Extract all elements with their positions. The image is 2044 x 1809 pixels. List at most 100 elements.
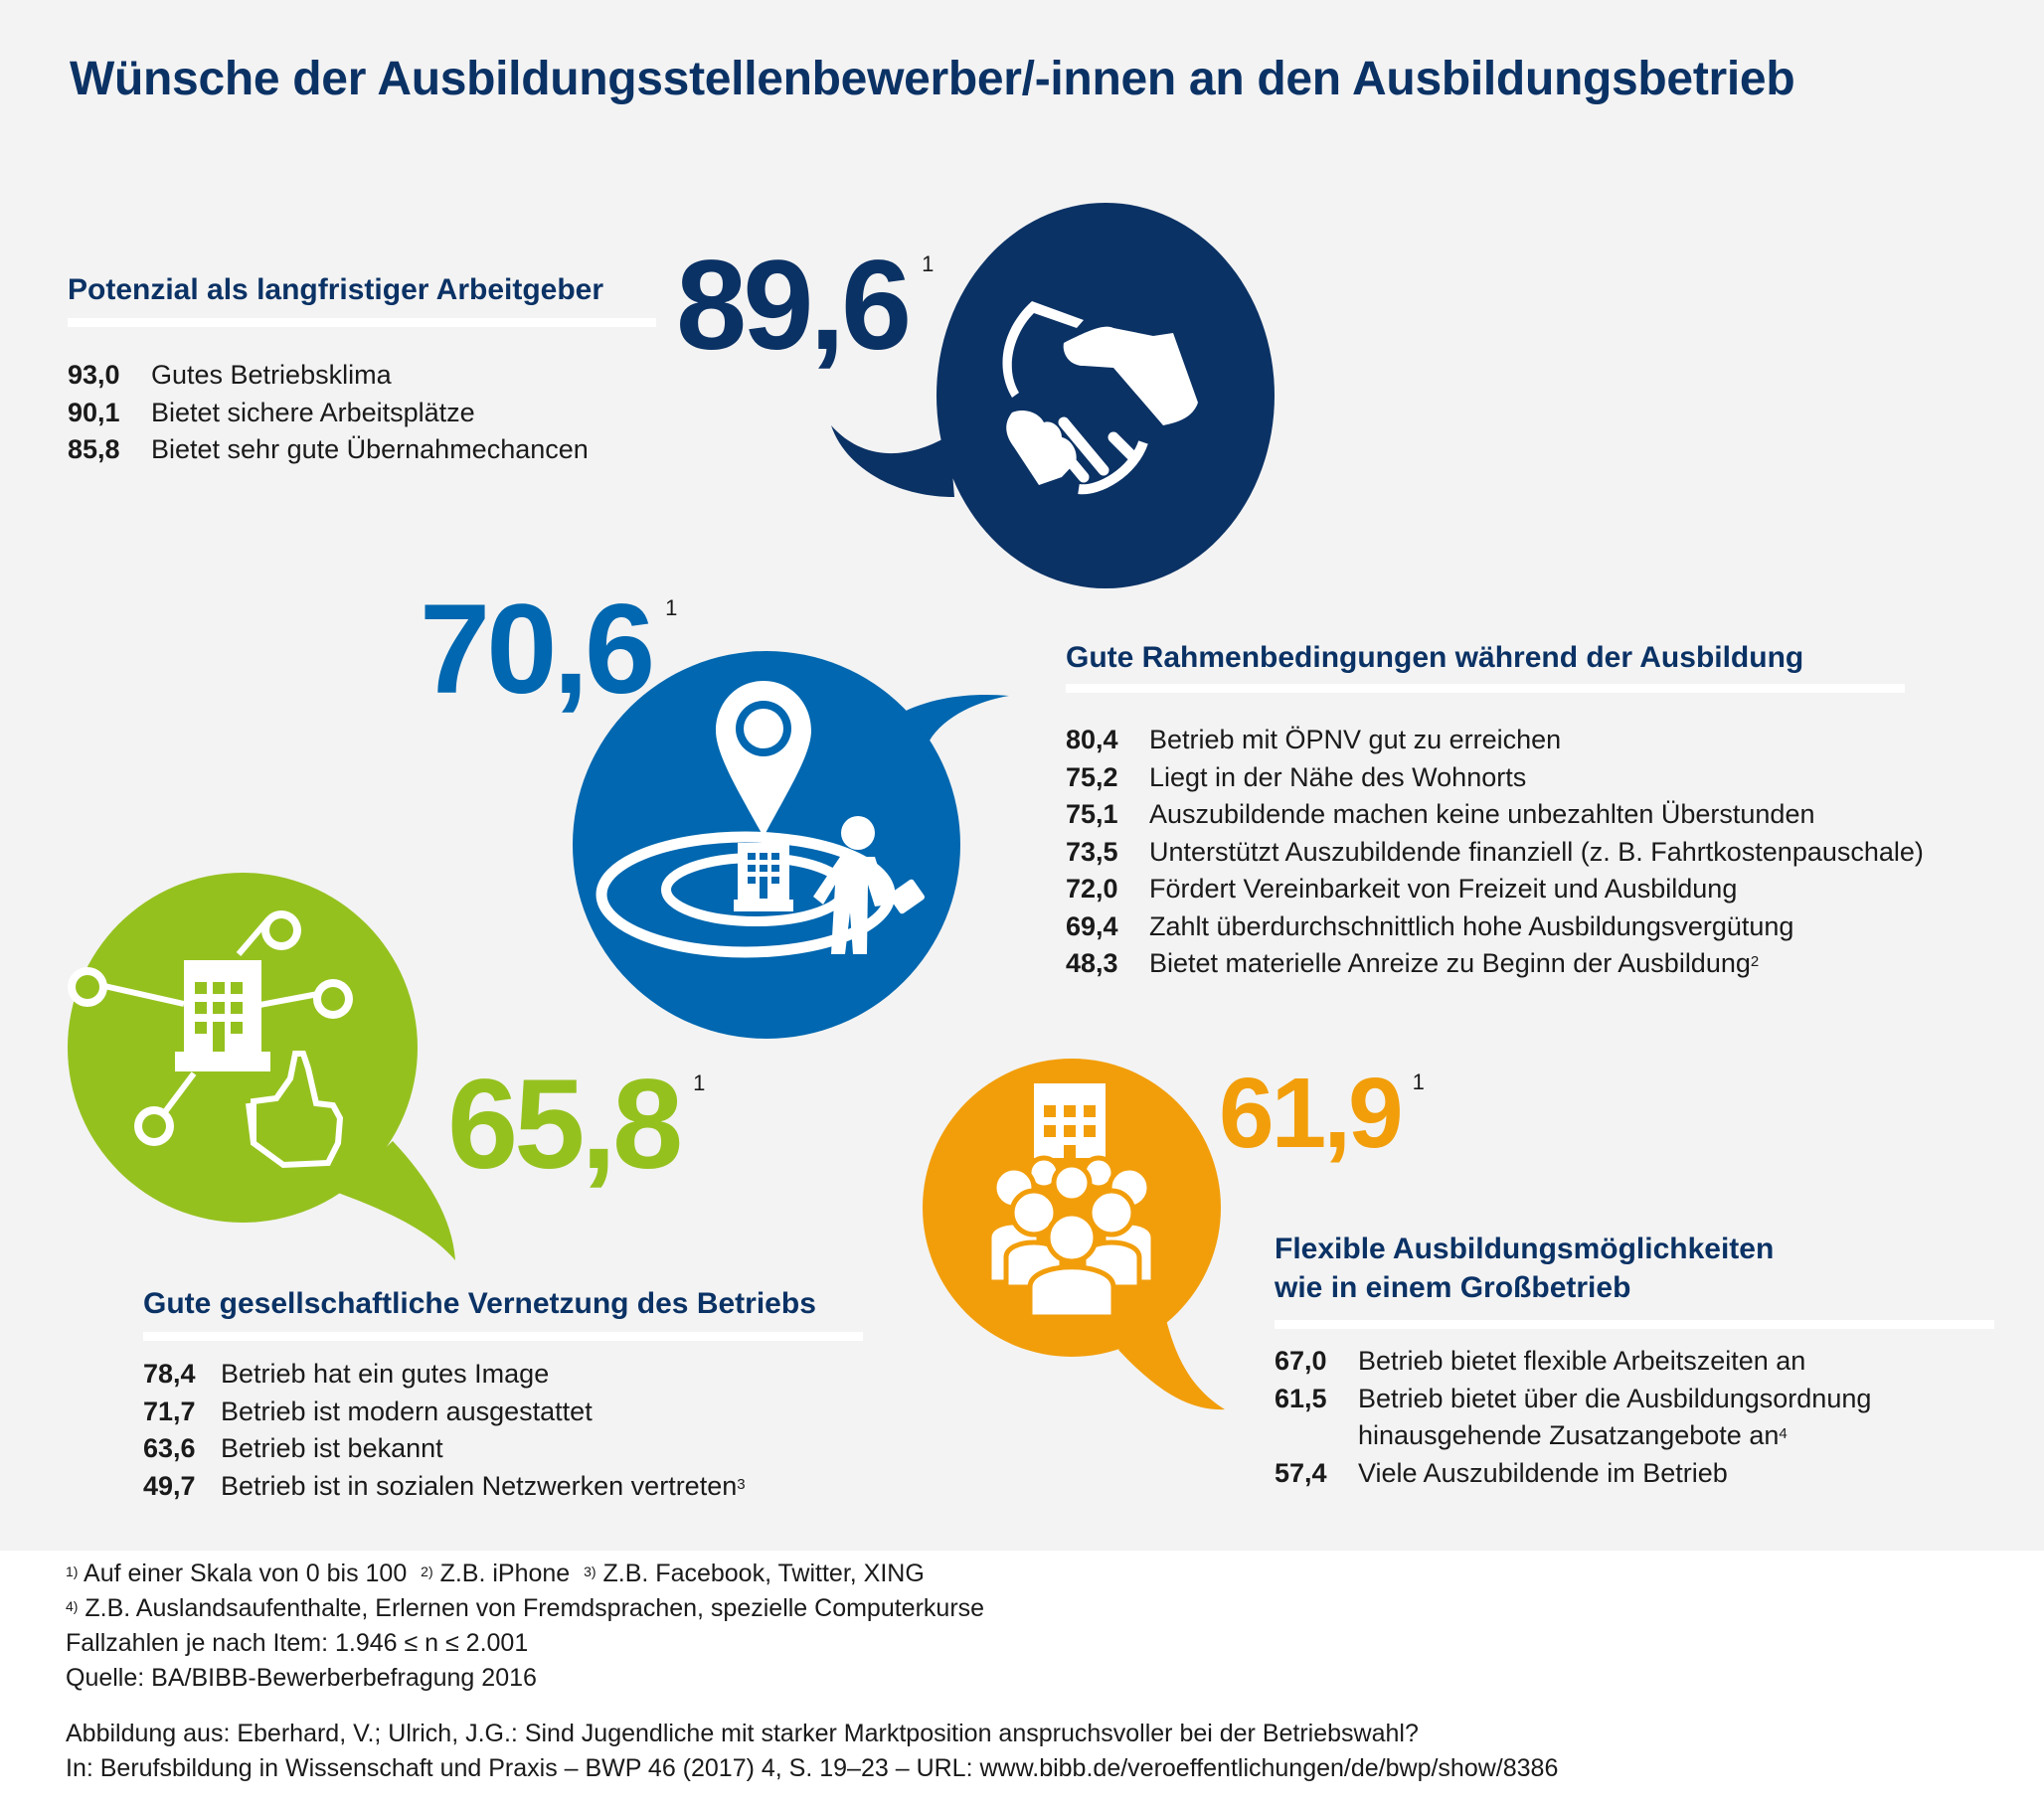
list-item: 85,8 Bietet sehr gute Übernahmechancen (68, 431, 589, 469)
score-footnote-mark: 1 (1412, 1069, 1425, 1094)
heading-rule (1275, 1320, 1994, 1329)
score-value: 70,6 (420, 578, 655, 721)
score-footnote-mark: 1 (922, 251, 934, 276)
item-value: 85,8 (68, 434, 120, 464)
score-vernetzung: 65,8 1 (447, 1062, 706, 1189)
item-label: Zahlt überdurchschnittlich hohe Ausbildu… (1149, 910, 1794, 941)
item-label: Betrieb ist modern ausgestattet (221, 1396, 593, 1426)
handshake-icon (1002, 301, 1198, 495)
item-value: 80,4 (1066, 725, 1118, 754)
item-value: 75,1 (1066, 799, 1118, 829)
footnote-mark: 3 (737, 1475, 746, 1493)
score-footnote-mark: 1 (665, 595, 677, 620)
list-item: 93,0 Gutes Betriebsklima (68, 357, 589, 395)
heading-rule (143, 1332, 863, 1341)
footnote-mark: 3) (584, 1563, 596, 1579)
list-item: 75,1 Auszubildende machen keine unbezahlt… (1066, 796, 1924, 834)
network-thumbs-up-icon (68, 910, 353, 1169)
footnote-mark: 2) (421, 1563, 433, 1579)
score-langfristig: 89,6 1 (676, 243, 935, 370)
item-label: Liegt in der Nähe des Wohnorts (1149, 761, 1527, 792)
bubble-tail (338, 1141, 455, 1260)
score-flexibel: 61,9 1 (1219, 1064, 1425, 1163)
item-label: Betrieb hat ein gutes Image (221, 1359, 550, 1389)
item-value: 67,0 (1275, 1346, 1327, 1376)
score-rahmen: 70,6 1 (420, 586, 678, 714)
source-line: Quelle: BA/BIBB-Bewerberbefragung 2016 (66, 1664, 537, 1692)
location-commute-icon (596, 681, 925, 958)
footnote-text: Z.B. iPhone (439, 1560, 571, 1587)
reference-line: Abbildung aus: Eberhard, V.; Ulrich, J.G… (66, 1720, 1419, 1747)
footnote-text: Z.B. Facebook, Twitter, XING (602, 1560, 925, 1587)
score-value: 65,8 (447, 1054, 683, 1196)
footnote-mark: 4 (1779, 1425, 1788, 1442)
item-label: Betrieb bietet über die Ausbildungsordnu… (1358, 1381, 1871, 1455)
item-value: 71,7 (143, 1396, 196, 1426)
item-value: 90,1 (68, 397, 120, 427)
bubble-flexibel (923, 1059, 1225, 1410)
item-label: Bietet sehr gute Übernahmechancen (151, 434, 589, 464)
footnote-line: 1) Auf einer Skala von 0 bis 100 2) Z.B.… (66, 1557, 1558, 1591)
heading-line: Flexible Ausbildungsmöglichkeiten (1275, 1233, 1775, 1265)
item-value: 93,0 (68, 360, 120, 390)
item-value: 49,7 (143, 1470, 196, 1501)
bubble-tail (831, 425, 954, 497)
list-item: 57,4 Viele Auszubildende im Betrieb (1275, 1455, 1871, 1493)
bubble-vernetzung (68, 873, 455, 1260)
list-item: 78,4 Betrieb hat ein gutes Image (143, 1356, 746, 1394)
items-rahmen: 80,4 Betrieb mit ÖPNV gut zu erreichen 75… (1066, 722, 1924, 983)
bubble-langfristig (831, 203, 1275, 588)
list-item: 75,2 Liegt in der Nähe des Wohnorts (1066, 759, 1924, 797)
thumbs-up-icon (246, 1051, 344, 1169)
case-numbers: Fallzahlen je nach Item: 1.946 ≤ n ≤ 2.0… (66, 1629, 529, 1657)
footnote-mark: 2 (1750, 953, 1760, 970)
heading-rahmen: Gute Rahmenbedingungen während der Ausbi… (1066, 641, 1804, 674)
list-item: 80,4 Betrieb mit ÖPNV gut zu erreichen (1066, 722, 1924, 759)
item-label: Betrieb mit ÖPNV gut zu erreichen (1149, 725, 1562, 754)
footnote-mark: 1) (66, 1563, 79, 1579)
list-item: 72,0 Fördert Vereinbarkeit von Freizeit u… (1066, 871, 1924, 908)
heading-langfristig: Potenzial als langfristiger Arbeitgeber (68, 273, 604, 306)
item-value: 72,0 (1066, 874, 1118, 904)
footnote-text: Z.B. Auslandsaufenthalte, Erlernen von F… (85, 1594, 985, 1622)
list-item: 67,0 Betrieb bietet flexible Arbeitszeite… (1275, 1343, 1871, 1381)
page-title: Wünsche der Ausbildungsstellenbewerber/-… (70, 53, 1795, 105)
item-label: Betrieb ist in sozialen Netzwerken vertr… (221, 1468, 746, 1506)
heading-rule (68, 318, 656, 327)
bubble-rahmen (573, 651, 1009, 1039)
crowd-building-icon (986, 1083, 1156, 1320)
list-item: 69,4 Zahlt überdurchschnittlich hohe Ausb… (1066, 908, 1924, 946)
building-icon (738, 843, 789, 908)
list-item: 71,7 Betrieb ist modern ausgestattet (143, 1394, 746, 1431)
item-value: 69,4 (1066, 910, 1118, 941)
item-value: 73,5 (1066, 836, 1118, 867)
list-item: 73,5 Unterstützt Auszubildende finanziell… (1066, 834, 1924, 872)
list-item: 61,5 Betrieb bietet über die Ausbildungso… (1275, 1381, 1871, 1455)
item-label-text: Bietet materielle Anreize zu Beginn der … (1149, 948, 1751, 978)
heading-line: wie in einem Großbetrieb (1275, 1271, 1631, 1304)
items-langfristig: 93,0 Gutes Betriebsklima 90,1 Bietet siche… (68, 357, 589, 469)
list-item: 90,1 Bietet sichere Arbeitsplätze (68, 395, 589, 432)
commuter-icon (813, 816, 925, 954)
item-label: Unterstützt Auszubildende finanziell (z.… (1149, 836, 1924, 867)
item-label: Fördert Vereinbarkeit von Freizeit und A… (1149, 874, 1738, 904)
footnote-mark: 4) (66, 1598, 79, 1614)
item-value: 78,4 (143, 1359, 196, 1389)
item-label-text: hinausgehende Zusatzangebote an (1358, 1420, 1780, 1450)
item-label: Gutes Betriebsklima (151, 360, 392, 390)
score-value: 61,9 (1219, 1058, 1404, 1169)
bubbles-layer (68, 203, 1275, 1410)
list-item: 48,3 Bietet materielle Anreize zu Beginn … (1066, 945, 1924, 983)
item-value: 57,4 (1275, 1457, 1327, 1488)
score-footnote-mark: 1 (693, 1070, 705, 1095)
item-value: 75,2 (1066, 761, 1118, 792)
item-label: Viele Auszubildende im Betrieb (1358, 1457, 1728, 1488)
list-item: 49,7 Betrieb ist in sozialen Netzwerken v… (143, 1468, 746, 1506)
footer-notes: 1) Auf einer Skala von 0 bis 100 2) Z.B.… (66, 1557, 1558, 1786)
item-label: Bietet materielle Anreize zu Beginn der … (1149, 945, 1759, 983)
item-label-text: Betrieb ist in sozialen Netzwerken vertr… (221, 1470, 738, 1501)
item-label: Bietet sichere Arbeitsplätze (151, 397, 475, 427)
item-label: Betrieb ist bekannt (221, 1433, 443, 1463)
bubble-circle (937, 203, 1275, 588)
footnote-text: Auf einer Skala von 0 bis 100 (84, 1560, 408, 1587)
